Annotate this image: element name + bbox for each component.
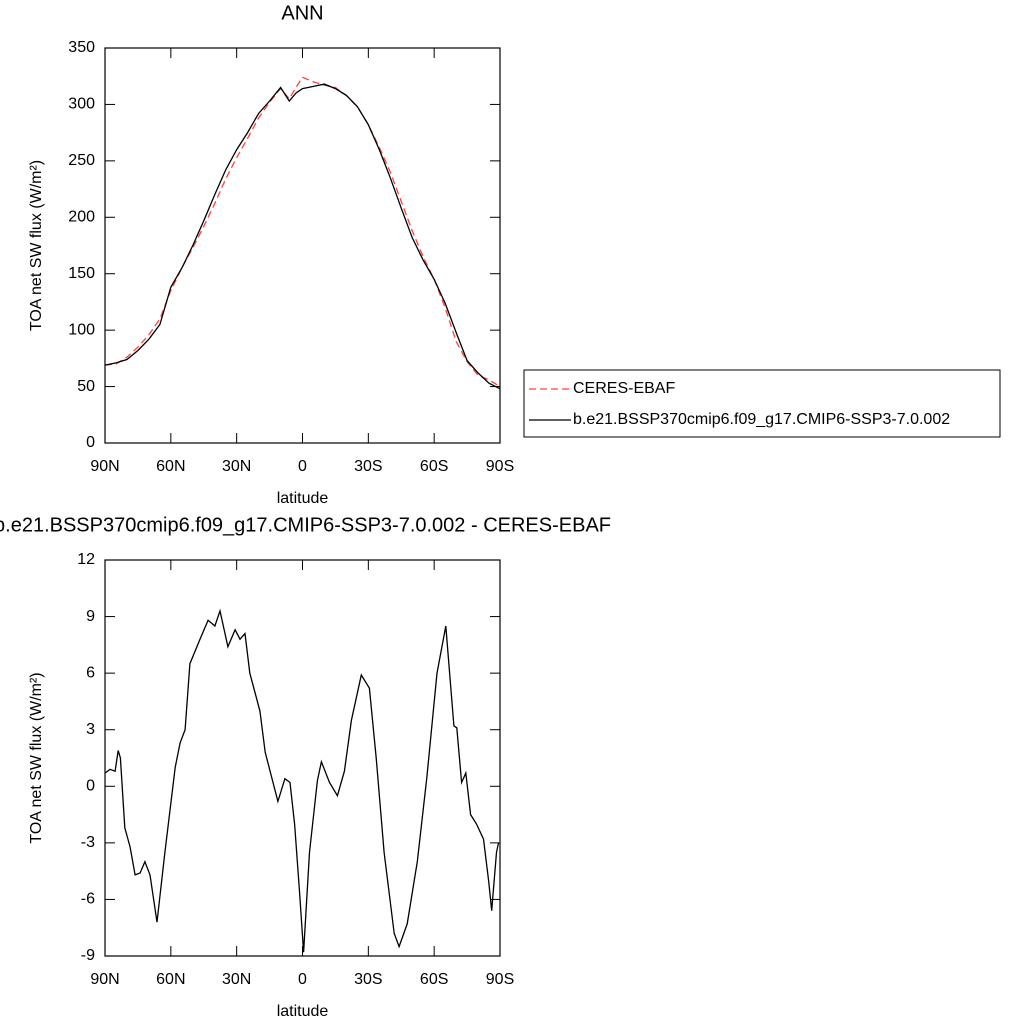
x-tick-label: 90N [90, 458, 119, 475]
y-tick-label: 350 [68, 39, 95, 56]
x-axis-label: latitude [277, 1003, 329, 1020]
y-tick-label: 0 [86, 434, 95, 451]
x-tick-label: 0 [298, 458, 307, 475]
y-tick-label: 0 [86, 778, 95, 795]
x-axis-label: latitude [277, 490, 329, 507]
y-tick-label: 150 [68, 265, 95, 282]
x-tick-label: 30N [222, 458, 251, 475]
x-tick-label: 30S [354, 971, 382, 988]
x-tick-label: 0 [298, 971, 307, 988]
y-axis-label: TOA net SW flux (W/m²) [28, 672, 45, 843]
y-tick-label: 50 [77, 378, 95, 395]
x-tick-label: 30S [354, 458, 382, 475]
y-axis-label: TOA net SW flux (W/m²) [28, 160, 45, 331]
y-tick-label: 6 [86, 664, 95, 681]
y-tick-label: 200 [68, 209, 95, 226]
legend: CERES-EBAF b.e21.BSSP370cmip6.f09_g17.CMI… [523, 369, 1001, 438]
x-tick-label: 60S [420, 458, 448, 475]
x-tick-label: 60N [156, 458, 185, 475]
y-tick-label: 250 [68, 152, 95, 169]
data-line [104, 83, 501, 390]
y-tick-label: -9 [81, 947, 95, 964]
y-tick-label: 9 [86, 608, 95, 625]
plot-frame [104, 559, 501, 957]
data-line [104, 76, 501, 388]
y-tick-label: 300 [68, 96, 95, 113]
data-line [104, 608, 500, 953]
y-tick-label: 3 [86, 721, 95, 738]
y-tick-label: -6 [81, 891, 95, 908]
y-tick-label: 100 [68, 321, 95, 338]
legend-frame [523, 369, 1001, 438]
y-tick-label: 12 [77, 551, 95, 568]
x-tick-label: 90N [90, 971, 119, 988]
y-tick-label: -3 [81, 834, 95, 851]
x-tick-label: 60N [156, 971, 185, 988]
x-tick-label: 30N [222, 971, 251, 988]
plot-frame [104, 47, 501, 444]
legend-label: CERES-EBAF [573, 380, 675, 397]
legend-label: b.e21.BSSP370cmip6.f09_g17.CMIP6-SSP3-7.… [573, 411, 950, 428]
x-tick-label: 90S [486, 971, 514, 988]
x-tick-label: 60S [420, 971, 448, 988]
x-tick-label: 90S [486, 458, 514, 475]
chart-title: b.e21.BSSP370cmip6.f09_g17.CMIP6-SSP3-7.… [0, 514, 611, 536]
chart-title: ANN [281, 2, 323, 24]
